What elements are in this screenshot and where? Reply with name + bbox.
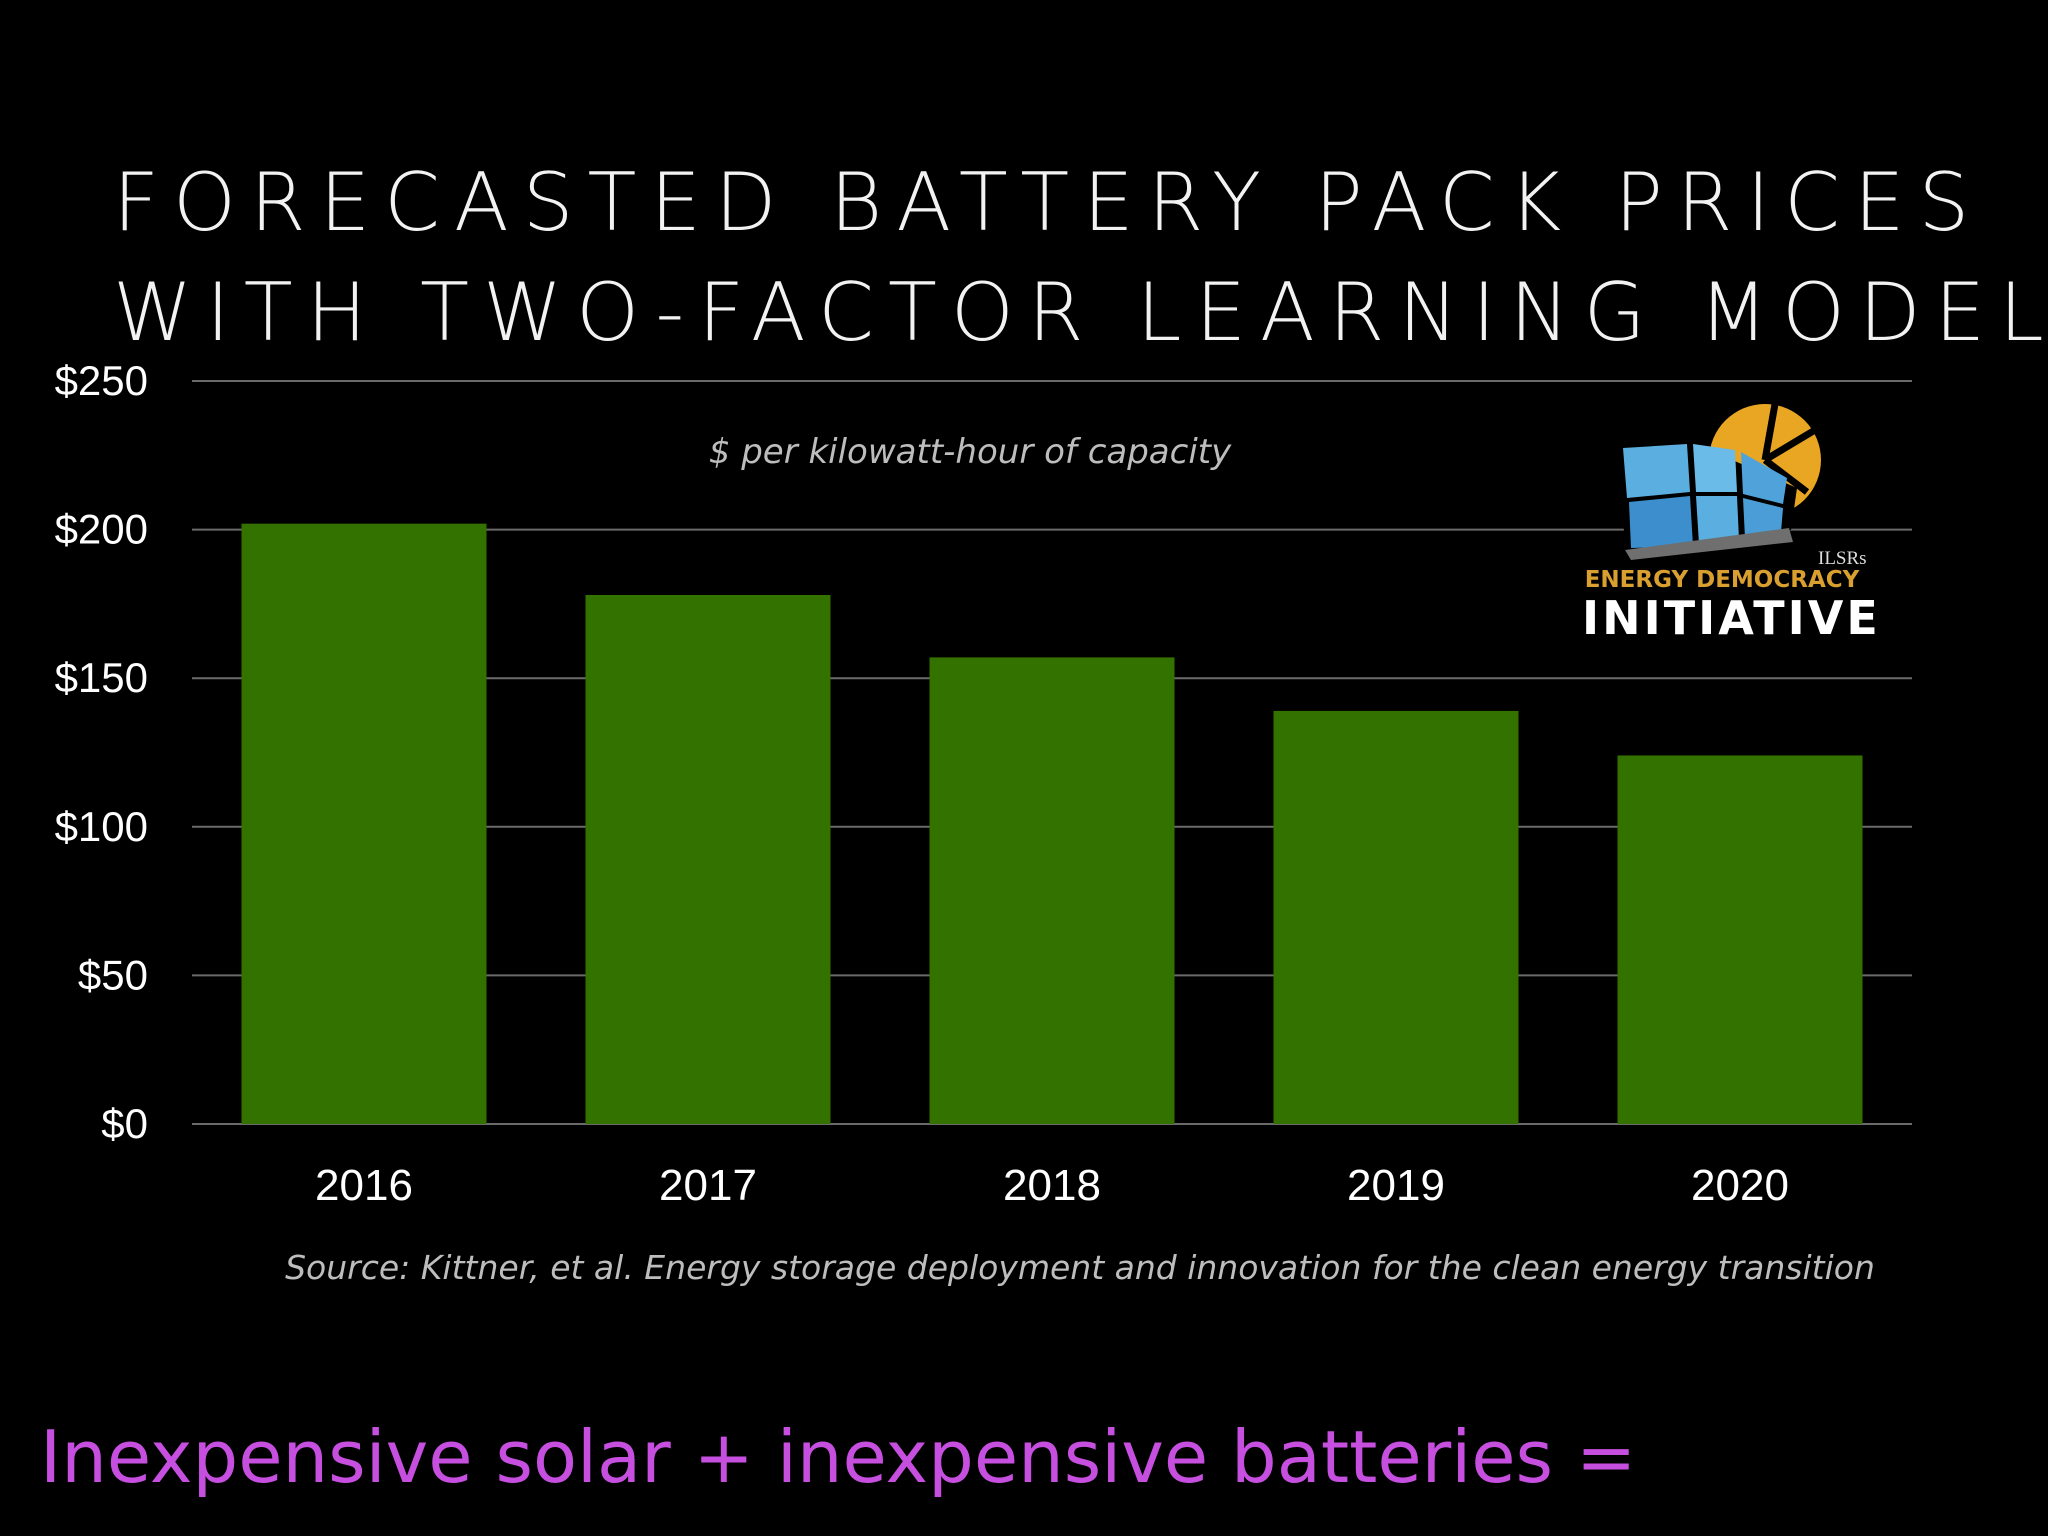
x-tick-label: 2016 bbox=[315, 1161, 413, 1210]
x-tick-label: 2017 bbox=[659, 1161, 757, 1210]
y-tick-label: $100 bbox=[55, 803, 148, 850]
y-tick-label: $0 bbox=[101, 1100, 148, 1147]
chart-subtitle: $ per kilowatt-hour of capacity bbox=[709, 432, 1232, 472]
logo-energy-democracy-text: ENERGY DEMOCRACY bbox=[1584, 567, 1860, 593]
bar bbox=[1273, 710, 1519, 1124]
chart-source: Source: Kittner, et al. Energy storage d… bbox=[285, 1248, 1875, 1287]
solar-panel-sun-icon bbox=[1619, 403, 1821, 560]
title-line-2: WITH TWO-FACTOR LEARNING MODEL bbox=[113, 266, 2048, 359]
bar-chart: $0 $50 $100 $150 $200 $250 2016 2017 2018 2019 202… bbox=[55, 357, 1912, 1287]
bar bbox=[241, 523, 487, 1124]
x-tick-label: 2019 bbox=[1347, 1161, 1445, 1210]
x-tick-label: 2020 bbox=[1691, 1161, 1789, 1210]
bar bbox=[1617, 755, 1863, 1124]
y-tick-label: $50 bbox=[78, 951, 148, 998]
y-tick-label: $150 bbox=[55, 654, 148, 701]
title-line-1: FORECASTED BATTERY PACK PRICES bbox=[113, 156, 1984, 249]
y-tick-label: $200 bbox=[55, 506, 148, 553]
bar bbox=[585, 594, 831, 1124]
logo-initiative-text: INITIATIVE bbox=[1582, 591, 1881, 645]
x-tick-label: 2018 bbox=[1003, 1161, 1101, 1210]
bar bbox=[929, 657, 1175, 1124]
logo-ilsr-text: ILSRs bbox=[1818, 548, 1867, 569]
chart-title: FORECASTED BATTERY PACK PRICES WITH TWO-… bbox=[113, 148, 2048, 368]
tagline: Inexpensive solar + inexpensive batterie… bbox=[40, 1415, 1637, 1499]
y-tick-label: $250 bbox=[55, 357, 148, 404]
